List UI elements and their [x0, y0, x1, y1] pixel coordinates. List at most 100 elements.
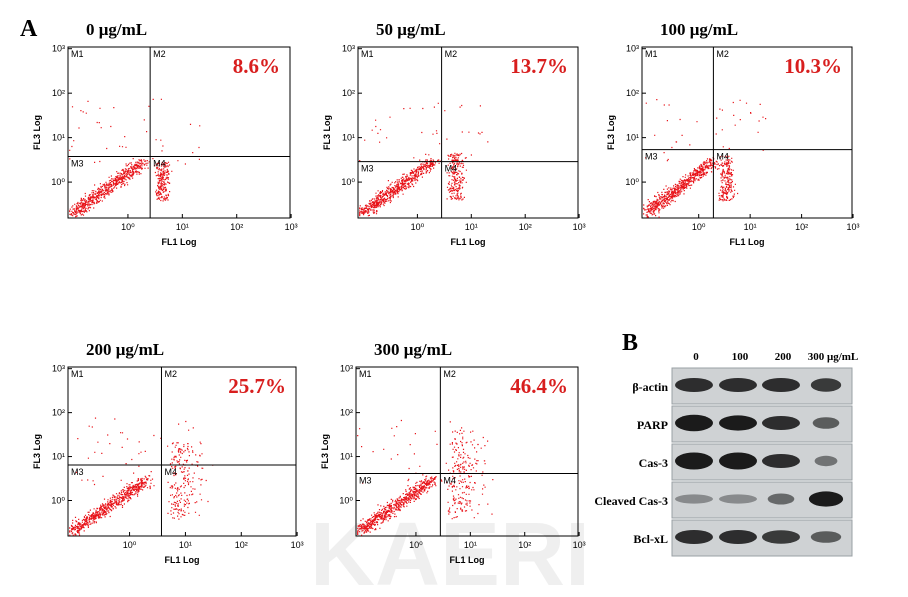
- row-label: PARP: [637, 418, 668, 432]
- plot-frame: [355, 366, 579, 537]
- x-tick-label: 10⁰: [123, 540, 137, 550]
- panel-label: A: [20, 16, 38, 42]
- y-tick-label: 10¹: [342, 133, 355, 143]
- quadrant-label: M3: [71, 467, 84, 477]
- x-tick-label: 10³: [573, 540, 586, 550]
- x-tick-label: 10¹: [744, 222, 757, 232]
- quadrant-label: M4: [445, 164, 458, 174]
- lane-label: 200: [775, 351, 792, 363]
- watermark: KAERI: [310, 505, 590, 597]
- x-tick-label: 10⁰: [409, 540, 423, 550]
- lane-label: 0: [693, 351, 699, 363]
- plot-title: 100 μg/mL: [660, 20, 738, 39]
- plot-frame: [67, 366, 297, 537]
- y-tick-label: 10³: [52, 364, 65, 374]
- y-tick-label: 10³: [52, 44, 65, 54]
- y-tick-label: 10²: [52, 408, 65, 418]
- blot-band: [719, 415, 757, 431]
- quadrant-label: M2: [153, 49, 166, 59]
- x-tick-label: 10³: [291, 540, 304, 550]
- y-tick-label: 10³: [626, 44, 639, 54]
- quadrant-label: M2: [716, 49, 729, 59]
- x-tick-label: 10¹: [465, 222, 478, 232]
- y-tick-label: 10⁰: [51, 177, 65, 187]
- blot-band: [762, 454, 800, 468]
- percent-label: 10.3%: [784, 54, 842, 78]
- x-axis-label: FL1 Log: [730, 237, 765, 247]
- x-tick-label: 10⁰: [411, 222, 425, 232]
- percent-label: 46.4%: [510, 374, 568, 398]
- y-tick-label: 10⁰: [341, 177, 355, 187]
- blot-band: [719, 452, 757, 470]
- quadrant-label: M4: [443, 475, 456, 485]
- y-tick-label: 10¹: [626, 133, 639, 143]
- scatter-dots: [69, 98, 201, 218]
- plot-frame: [641, 46, 853, 219]
- x-tick-label: 10¹: [176, 222, 189, 232]
- scatter-dots: [359, 102, 489, 217]
- blot-band: [808, 491, 844, 507]
- x-tick-label: 10¹: [179, 540, 192, 550]
- x-tick-label: 10²: [235, 540, 248, 550]
- x-axis-label: FL1 Log: [165, 555, 200, 565]
- blot-band: [719, 530, 757, 544]
- quadrant-label: M3: [71, 158, 84, 168]
- quadrant-label: M2: [164, 369, 177, 379]
- x-axis-label: FL1 Log: [451, 237, 486, 247]
- x-tick-label: 10²: [795, 222, 808, 232]
- quadrant-label: M1: [359, 369, 372, 379]
- x-tick-label: 10²: [518, 540, 531, 550]
- x-axis-label: FL1 Log: [450, 555, 485, 565]
- quadrant-label: M1: [361, 49, 374, 59]
- quadrant-label: M3: [361, 164, 374, 174]
- blot-band: [810, 378, 842, 392]
- blot-band: [814, 455, 838, 467]
- y-axis-label: FL3 Log: [32, 434, 42, 469]
- blot-band: [762, 530, 800, 544]
- percent-label: 13.7%: [510, 54, 568, 78]
- y-axis-label: FL3 Log: [606, 115, 616, 150]
- blot-band: [719, 378, 757, 392]
- x-tick-label: 10³: [285, 222, 298, 232]
- x-tick-label: 10³: [573, 222, 586, 232]
- quadrant-label: M3: [645, 152, 658, 162]
- row-label: Cas-3: [639, 456, 668, 470]
- plot-title: 300 μg/mL: [374, 340, 452, 359]
- panel-label: B: [622, 330, 638, 356]
- y-tick-label: 10⁰: [625, 177, 639, 187]
- x-tick-label: 10¹: [464, 540, 477, 550]
- y-tick-label: 10²: [342, 88, 355, 98]
- x-tick-label: 10²: [519, 222, 532, 232]
- quadrant-label: M1: [71, 369, 84, 379]
- y-tick-label: 10¹: [52, 452, 65, 462]
- plot-title: 50 μg/mL: [376, 20, 446, 39]
- quadrant-label: M4: [716, 152, 729, 162]
- y-tick-label: 10²: [626, 88, 639, 98]
- blot-band: [762, 416, 800, 430]
- y-tick-label: 10²: [52, 88, 65, 98]
- scatter-dots: [69, 417, 214, 536]
- row-label: β-actin: [632, 380, 668, 394]
- blot-band: [767, 493, 795, 505]
- row-label: Bcl-xL: [633, 532, 668, 546]
- quadrant-label: M2: [445, 49, 458, 59]
- quadrant-label: M1: [71, 49, 84, 59]
- scatter-dots: [643, 99, 767, 218]
- y-axis-label: FL3 Log: [32, 115, 42, 150]
- plot-frame: [357, 46, 579, 219]
- quadrant-label: M4: [164, 467, 177, 477]
- y-tick-label: 10¹: [340, 452, 353, 462]
- row-label: Cleaved Cas-3: [594, 494, 668, 508]
- y-tick-label: 10⁰: [51, 496, 65, 506]
- blot-band: [719, 494, 757, 504]
- x-axis-label: FL1 Log: [162, 237, 197, 247]
- quadrant-label: M1: [645, 49, 658, 59]
- x-tick-label: 10⁰: [692, 222, 706, 232]
- x-tick-label: 10³: [847, 222, 860, 232]
- x-tick-label: 10²: [230, 222, 243, 232]
- y-tick-label: 10²: [340, 408, 353, 418]
- y-tick-label: 10⁰: [339, 496, 353, 506]
- blot-band: [675, 530, 713, 544]
- lane-label: 300 μg/mL: [808, 351, 859, 363]
